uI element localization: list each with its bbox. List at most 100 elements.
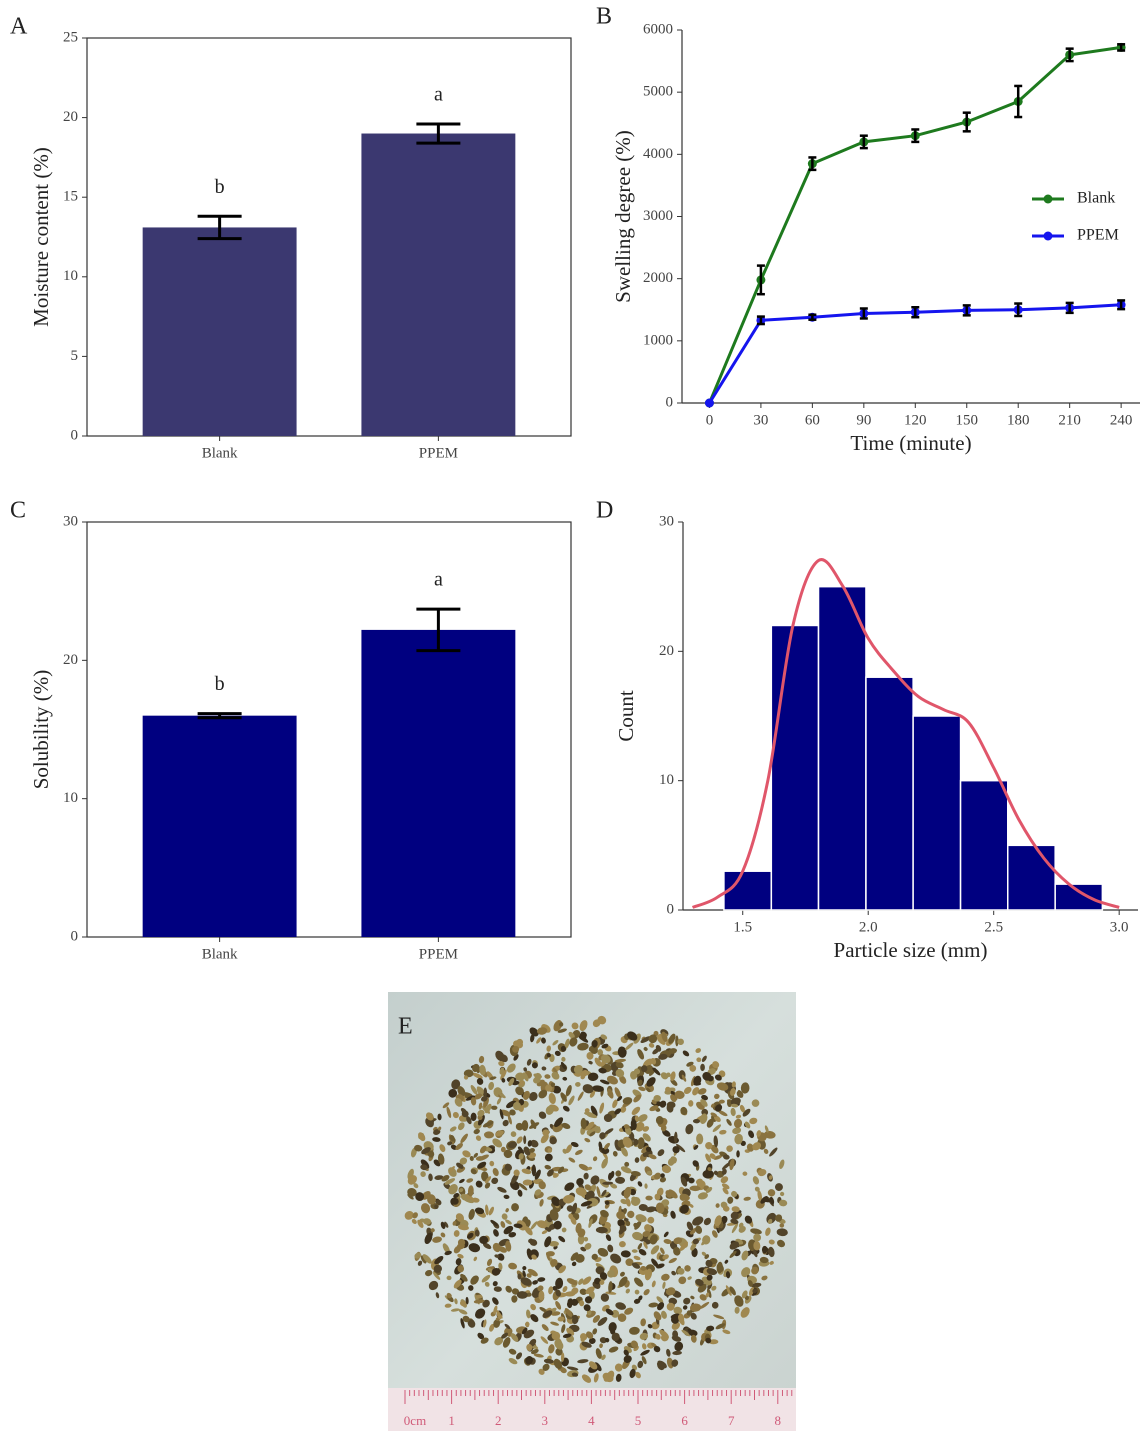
particle — [618, 1241, 626, 1248]
particle — [425, 1269, 433, 1277]
particle — [716, 1082, 729, 1091]
particle — [753, 1233, 762, 1242]
particle — [522, 1270, 526, 1278]
particle — [584, 1108, 590, 1113]
particle — [721, 1168, 727, 1175]
particle — [582, 1276, 592, 1285]
particle — [447, 1141, 453, 1146]
particle — [611, 1309, 620, 1318]
error-bar — [859, 134, 868, 150]
y-tick-label: 25 — [63, 29, 78, 45]
particle — [672, 1146, 680, 1154]
x-tick-label: 30 — [753, 412, 768, 428]
particle — [565, 1085, 572, 1097]
particle — [768, 1175, 773, 1180]
particle — [585, 1331, 594, 1339]
histogram-bar — [817, 585, 867, 911]
particle — [478, 1055, 485, 1064]
particle — [776, 1228, 788, 1237]
particle — [485, 1204, 489, 1216]
particle — [748, 1287, 755, 1296]
particle — [500, 1146, 506, 1153]
particle — [744, 1121, 751, 1129]
particle — [493, 1229, 499, 1237]
particle — [594, 1057, 602, 1067]
particle — [547, 1148, 553, 1153]
particle — [655, 1333, 661, 1340]
particle — [762, 1197, 771, 1203]
particle — [582, 1084, 594, 1094]
particle — [510, 1333, 519, 1342]
bar — [142, 715, 297, 937]
particle — [660, 1247, 665, 1255]
particle — [652, 1067, 661, 1076]
error-bar — [859, 307, 868, 320]
particle — [635, 1214, 647, 1223]
particle — [571, 1372, 579, 1377]
particle — [599, 1337, 607, 1344]
particle — [691, 1247, 698, 1258]
particle — [667, 1157, 675, 1166]
particle — [546, 1053, 551, 1058]
particle — [567, 1298, 574, 1305]
particle — [491, 1268, 501, 1276]
particle — [579, 1288, 587, 1295]
error-bar — [808, 156, 817, 172]
particle — [647, 1216, 655, 1224]
particle — [752, 1176, 760, 1185]
particle — [620, 1271, 625, 1277]
particle — [715, 1323, 726, 1330]
particle — [522, 1266, 527, 1271]
particle — [475, 1135, 482, 1141]
particle — [588, 1060, 593, 1065]
particle — [734, 1133, 743, 1145]
plot-frame — [86, 521, 572, 938]
particle — [530, 1303, 536, 1311]
particle — [544, 1153, 553, 1162]
particle — [478, 1102, 483, 1110]
particle — [646, 1170, 653, 1175]
series-line — [708, 303, 1122, 404]
particle — [753, 1249, 758, 1258]
particle — [461, 1110, 469, 1118]
particle — [424, 1232, 433, 1245]
particle — [679, 1193, 690, 1201]
particle — [557, 1316, 565, 1322]
bar — [361, 133, 516, 436]
particle — [648, 1034, 658, 1044]
particle — [432, 1236, 442, 1243]
particle — [529, 1091, 538, 1102]
particle — [498, 1262, 503, 1271]
particle — [635, 1371, 641, 1379]
particle — [515, 1122, 524, 1131]
particle — [661, 1273, 670, 1281]
particle — [538, 1368, 545, 1375]
particle — [475, 1308, 486, 1319]
particle — [747, 1279, 753, 1287]
particle — [656, 1296, 664, 1304]
particle — [562, 1076, 568, 1081]
particle — [599, 1272, 608, 1280]
particle — [484, 1103, 492, 1114]
particle — [471, 1197, 480, 1203]
particle — [468, 1243, 481, 1253]
x-tick-label: PPEM — [419, 946, 458, 962]
particle — [581, 1341, 592, 1348]
particle — [732, 1127, 742, 1135]
particle — [552, 1039, 559, 1046]
x-tick-label: PPEM — [419, 445, 458, 461]
particle — [631, 1106, 641, 1116]
particle — [615, 1373, 622, 1382]
particle — [529, 1027, 539, 1037]
particle — [446, 1106, 452, 1119]
particle — [495, 1130, 504, 1137]
particle — [511, 1288, 520, 1295]
particle — [592, 1019, 601, 1028]
particle — [642, 1133, 651, 1142]
particle — [584, 1184, 592, 1191]
x-tick-label: Blank — [202, 946, 238, 962]
particle — [739, 1104, 745, 1113]
particle — [558, 1235, 566, 1243]
particle — [689, 1185, 701, 1192]
particle — [673, 1237, 683, 1245]
